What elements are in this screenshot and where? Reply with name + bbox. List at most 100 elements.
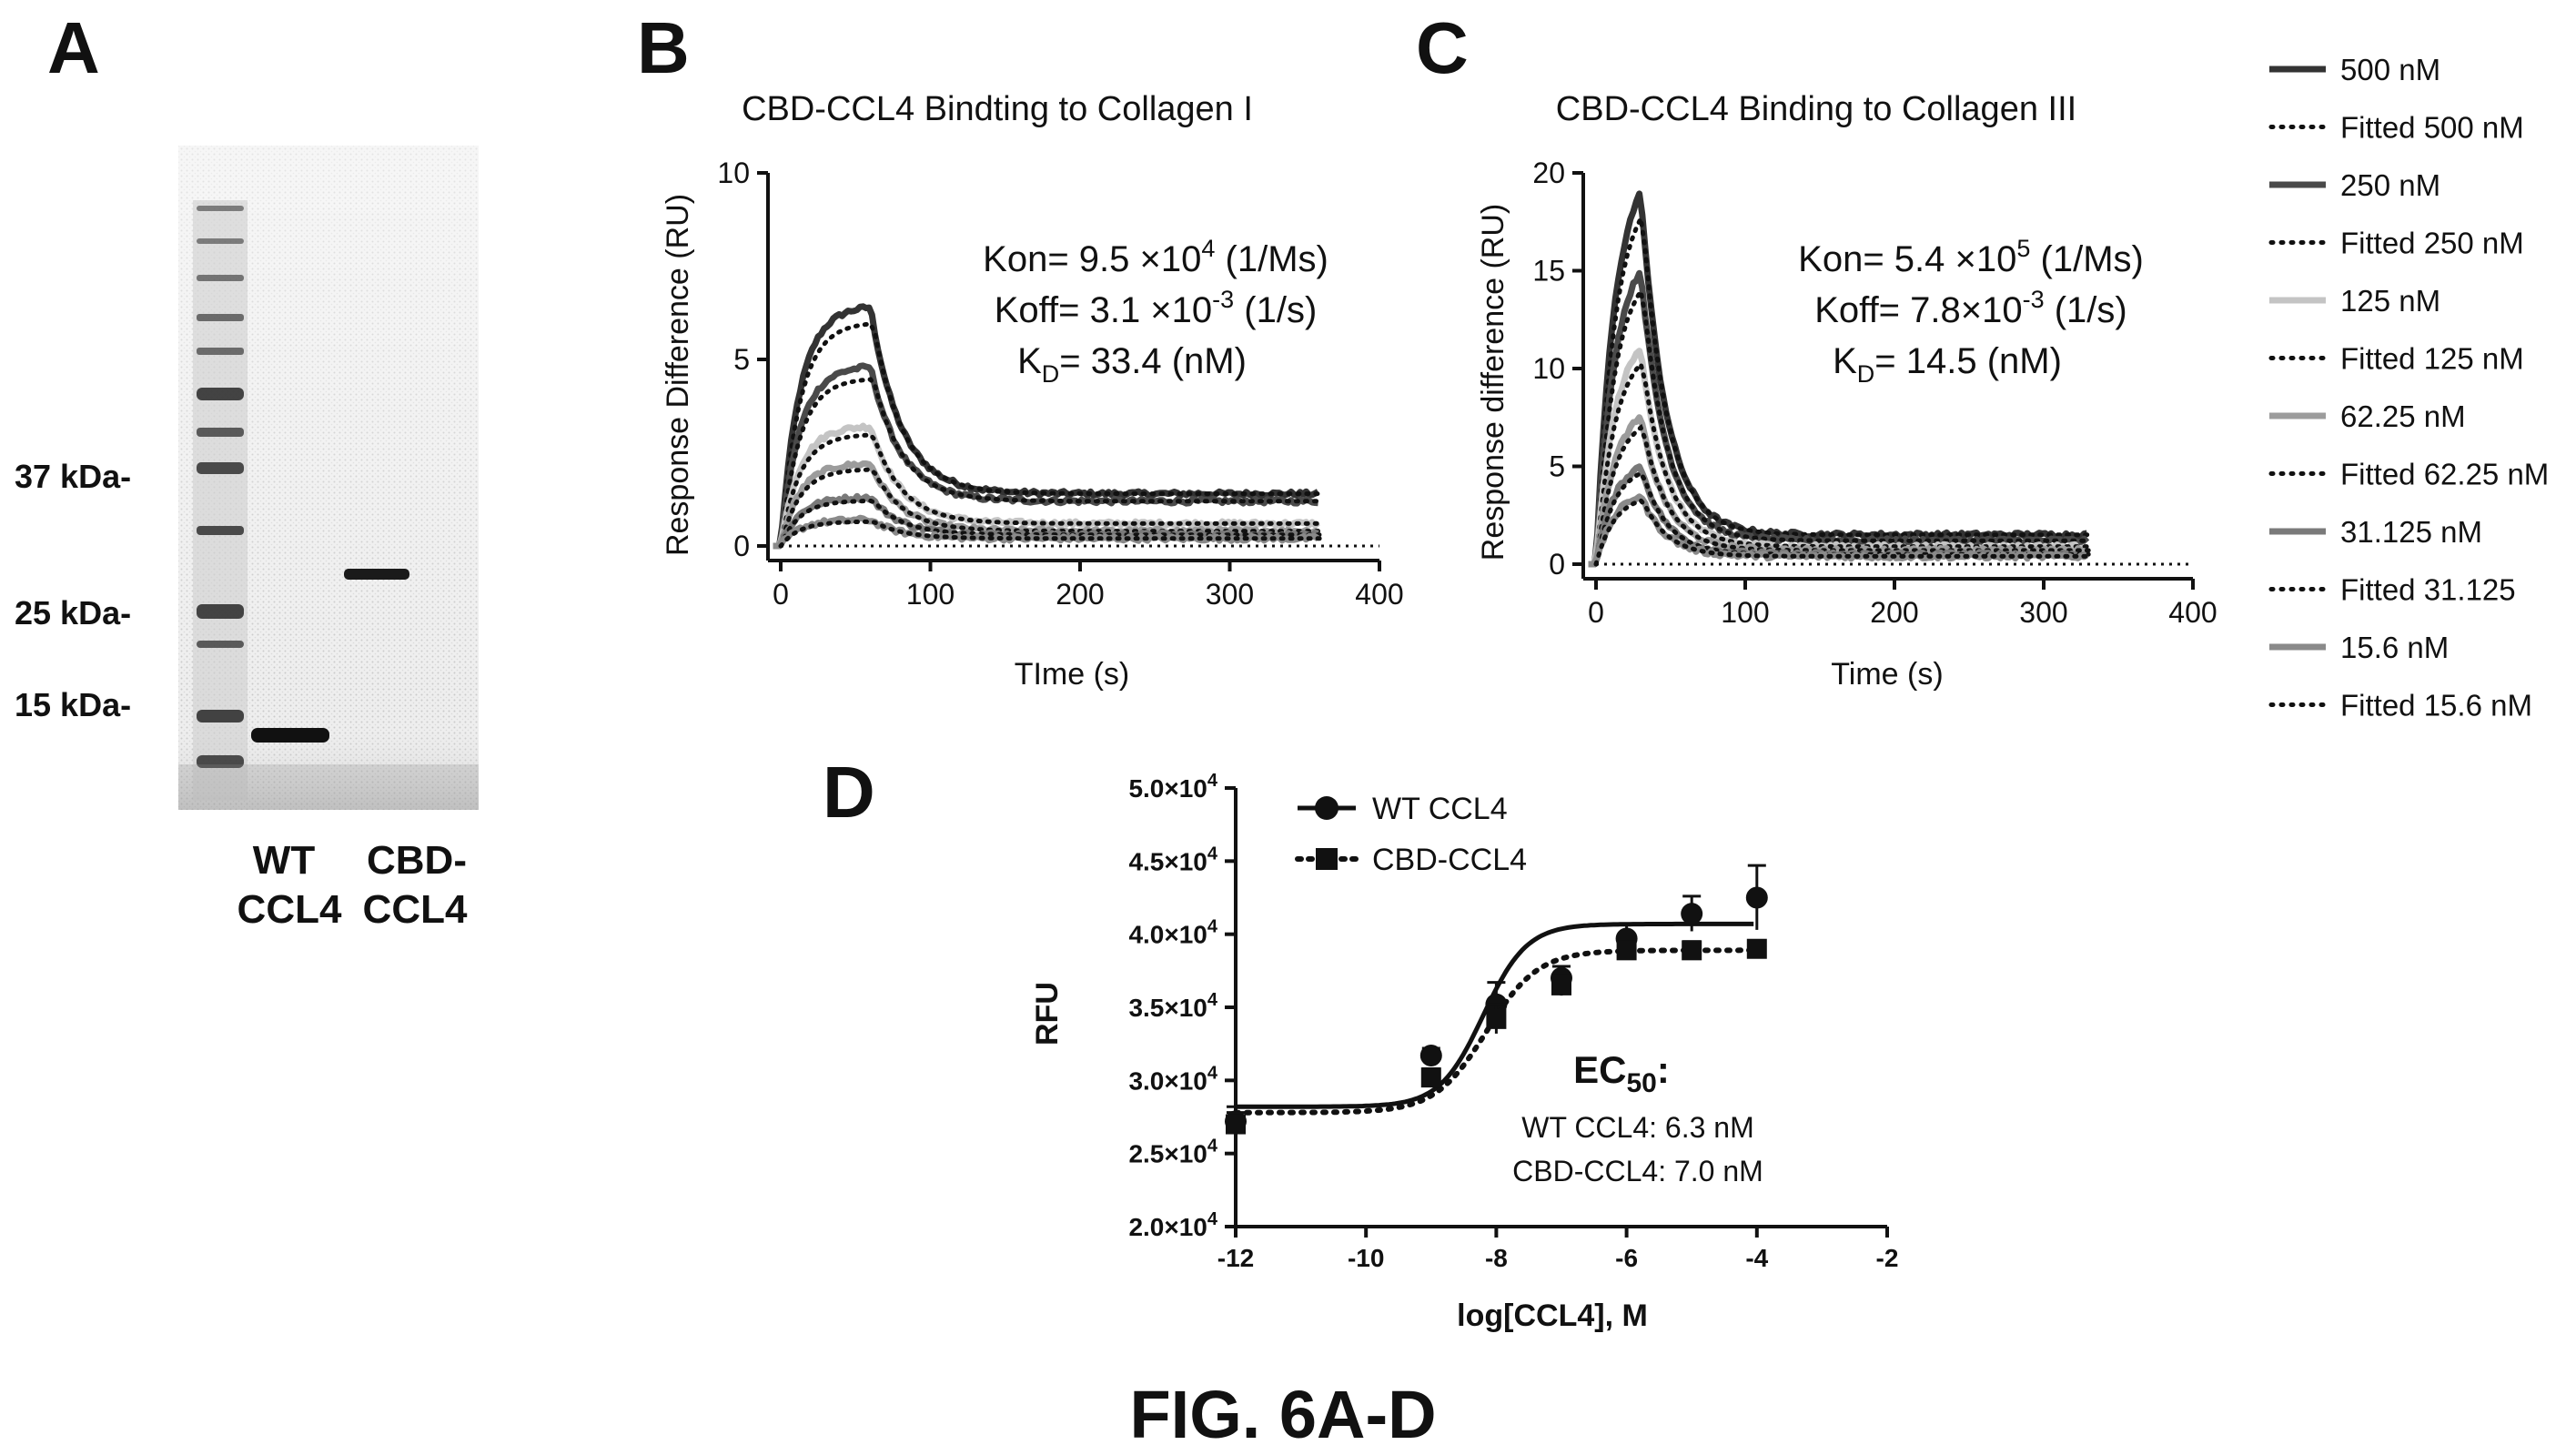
- panel-d-yticks: 2.0×104 2.5×104 3.0×104 3.5×104 4.0×104 4.5×1…: [1128, 771, 1236, 1241]
- y-tick-label: 5: [1549, 450, 1565, 483]
- x-tick-label: -2: [1876, 1244, 1899, 1272]
- y-tick-label: 10: [717, 157, 750, 189]
- wt-ccl4-band: [251, 728, 329, 743]
- y-tick-label: 0: [733, 530, 750, 562]
- ec50-wt: WT CCL4: 6.3 nM: [1521, 1111, 1753, 1144]
- y-tick-label: 4.0×104: [1128, 917, 1217, 949]
- x-tick-label: -8: [1485, 1244, 1508, 1272]
- legend-label: 250 nM: [2340, 168, 2440, 202]
- data-point-wt: [1681, 903, 1703, 925]
- y-tick-label: 5: [733, 343, 750, 376]
- fitted-curve-250-nM: [1593, 285, 2091, 567]
- panel-b-xlabel: TIme (s): [1015, 657, 1130, 692]
- panel-c-koff: Koff= 7.8×10-3 (1/s): [1814, 286, 2127, 330]
- panel-b-kd: KD= 33.4 (nM): [1017, 341, 1247, 388]
- y-tick-label: 0: [1549, 548, 1565, 581]
- cbd-ccl4-band: [344, 569, 409, 580]
- legend-label: Fitted 500 nM: [2340, 111, 2524, 145]
- panel-d-ylabel: RFU: [1030, 982, 1065, 1046]
- x-tick-label: -6: [1615, 1244, 1638, 1272]
- panel-c-kd: KD= 14.5 (nM): [1833, 341, 2062, 388]
- fit-curve-cbd: [1233, 947, 1757, 1116]
- legend-label: Fitted 250 nM: [2340, 227, 2524, 260]
- y-tick-label: 5.0×104: [1128, 771, 1217, 803]
- data-point-cbd: [1746, 938, 1767, 959]
- x-tick-label: -10: [1348, 1244, 1384, 1272]
- y-tick-label: 3.5×104: [1128, 990, 1217, 1022]
- x-tick-label: 400: [2168, 596, 2217, 629]
- legend-marker-cbd: [1316, 848, 1338, 870]
- fitted-curve-125-nM: [778, 432, 1322, 549]
- fit-curve-wt: [1236, 921, 1754, 1109]
- panel-a: A 37 k: [15, 7, 479, 932]
- legend-kinetics: 500 nM Fitted 500 nM 250 nM Fitted 250 nM 12…: [2268, 53, 2549, 722]
- panel-c-plot: 0 100 200 300 400 0 5 10 15 20: [1532, 157, 2217, 629]
- fitted-curve-500-nM: [1593, 210, 2091, 567]
- legend-label-cbd: CBD-CCL4: [1372, 843, 1527, 877]
- marker-label-25: 25 kDa-: [15, 594, 131, 632]
- marker-label-15: 15 kDa-: [15, 686, 131, 723]
- legend-label: Fitted 125 nM: [2340, 342, 2524, 376]
- fitted-curve-500-nM: [778, 321, 1322, 549]
- panel-b-letter: B: [637, 7, 690, 88]
- x-tick-label: 300: [1206, 578, 1254, 611]
- panel-b: B CBD-CCL4 Bindting to Collagen I 0 100 20…: [637, 7, 1404, 692]
- x-tick-label: 200: [1056, 578, 1104, 611]
- data-point-wt: [1745, 886, 1768, 909]
- panel-d: D -12 -10 -8 -6 -4 -2 2.0×104 2.5×104 3.0×104 3.…: [823, 752, 1898, 1333]
- fitted-curve-31-125-nM: [778, 498, 1322, 549]
- x-tick-label: 300: [2019, 596, 2067, 629]
- panel-c-kon: Kon= 5.4 ×105 (1/Ms): [1798, 235, 2144, 279]
- data-point-cbd: [1226, 1114, 1246, 1135]
- x-tick-label: 400: [1355, 578, 1403, 611]
- ladder-bands: [197, 206, 244, 768]
- lane-label-cbd-line1: CBD-: [367, 838, 467, 883]
- legend-label: 500 nM: [2340, 53, 2440, 86]
- panel-a-letter: A: [47, 7, 100, 88]
- data-point-wt: [1419, 1045, 1442, 1067]
- ec50-title: EC50:: [1573, 1048, 1670, 1098]
- lane-label-wt-line2: CCL4: [237, 887, 342, 932]
- data-point-cbd: [1486, 1008, 1507, 1029]
- panel-d-xlabel: log[CCL4], M: [1457, 1298, 1648, 1333]
- y-tick-label: 4.5×104: [1128, 844, 1217, 875]
- data-point-cbd: [1551, 975, 1571, 995]
- panel-b-koff: Koff= 3.1 ×10-3 (1/s): [995, 286, 1318, 330]
- legend-label: 125 nM: [2340, 284, 2440, 318]
- panel-d-legend: WT CCL4 CBD-CCL4: [1295, 792, 1527, 877]
- x-tick-label: 100: [906, 578, 955, 611]
- panel-b-ylabel: Response Difference (RU): [661, 194, 695, 556]
- fitted-curve-15-6-nM: [778, 519, 1322, 549]
- panel-d-letter: D: [823, 752, 875, 833]
- panel-c-ylabel: Response difference (RU): [1476, 204, 1510, 561]
- figure-caption: FIG. 6A-D: [1129, 1377, 1436, 1452]
- fitted-curve-15-6-nM: [1593, 498, 2091, 567]
- x-tick-label: 100: [1721, 596, 1769, 629]
- fitted-curve-250-nM: [778, 377, 1322, 549]
- y-tick-label: 3.0×104: [1128, 1063, 1217, 1095]
- legend-label: 31.125 nM: [2340, 515, 2482, 549]
- marker-label-37: 37 kDa-: [15, 458, 131, 495]
- x-tick-label: 200: [1870, 596, 1918, 629]
- gel-image: [178, 146, 479, 810]
- fitted-curve-125-nM: [1593, 359, 2091, 567]
- lane-label-wt-line1: WT: [253, 838, 316, 883]
- x-tick-label: -4: [1745, 1244, 1768, 1272]
- x-tick-label: -12: [1217, 1244, 1254, 1272]
- data-point-cbd: [1682, 940, 1702, 961]
- panel-b-plot: 0 100 200 300 400 0 5 10: [717, 157, 1403, 611]
- x-tick-label: 0: [773, 578, 789, 611]
- legend-label: Fitted 31.125: [2340, 573, 2516, 607]
- data-point-cbd: [1420, 1067, 1441, 1088]
- panel-d-plot: -12 -10 -8 -6 -4 -2: [1217, 788, 1899, 1272]
- panel-c-title: CBD-CCL4 Binding to Collagen III: [1556, 90, 2076, 128]
- legend-label: 62.25 nM: [2340, 399, 2466, 433]
- panel-b-title: CBD-CCL4 Bindting to Collagen I: [742, 90, 1253, 128]
- y-tick-label: 2.5×104: [1128, 1137, 1217, 1168]
- x-tick-label: 0: [1588, 596, 1604, 629]
- panel-c: C CBD-CCL4 Binding to Collagen III 0 100 2…: [1416, 7, 2217, 692]
- data-point-cbd: [1616, 940, 1637, 961]
- y-tick-label: 15: [1532, 255, 1565, 288]
- y-tick-label: 20: [1532, 157, 1565, 189]
